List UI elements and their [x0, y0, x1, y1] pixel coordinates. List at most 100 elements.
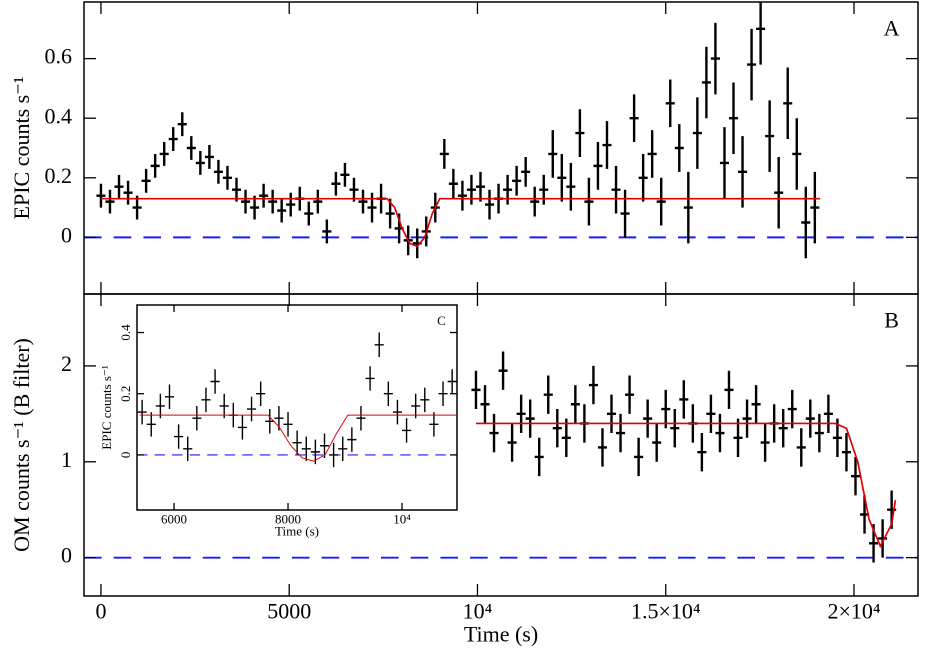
data-point: [557, 153, 567, 202]
data-point: [392, 399, 403, 425]
data-point: [319, 433, 330, 458]
data-point: [231, 177, 242, 202]
data-point: [801, 186, 811, 259]
data-point: [507, 423, 517, 462]
plot-area: [137, 332, 457, 468]
panel-label: C: [437, 313, 446, 328]
data-point: [123, 180, 133, 205]
data-point: [521, 156, 531, 187]
data-point: [322, 219, 332, 244]
data-point: [647, 130, 657, 178]
data-point: [292, 430, 302, 455]
data-point: [503, 174, 513, 205]
model-line: [139, 414, 457, 462]
data-point: [374, 332, 384, 358]
data-point: [751, 385, 761, 424]
data-point: [611, 165, 621, 214]
data-point: [210, 369, 220, 394]
data-point: [96, 183, 106, 208]
y-tick-label: 0.4: [118, 324, 133, 341]
data-point: [588, 365, 598, 405]
y-tick-label: 0.2: [118, 386, 133, 402]
data-point: [349, 177, 359, 202]
data-point: [756, 2, 766, 65]
data-point: [796, 428, 806, 467]
data-point: [137, 399, 147, 425]
data-point: [692, 97, 702, 169]
data-point: [201, 387, 211, 413]
panel-label: B: [884, 308, 899, 333]
data-point: [548, 130, 558, 178]
data-point: [259, 183, 269, 208]
data-point: [356, 405, 366, 431]
data-point: [447, 369, 457, 394]
data-point: [301, 436, 311, 462]
x-tick-label: 0: [95, 599, 106, 624]
data-point: [304, 201, 314, 226]
data-point: [204, 145, 214, 169]
data-point: [457, 180, 467, 211]
model-line: [475, 422, 897, 549]
data-point: [277, 198, 287, 223]
data-point: [155, 393, 165, 419]
data-point: [670, 409, 680, 448]
data-point: [656, 177, 666, 226]
plot-frame: [136, 304, 458, 511]
data-point: [484, 189, 495, 220]
data-point: [466, 174, 476, 205]
y-tick-label: 0.6: [45, 44, 73, 69]
data-point: [620, 189, 630, 238]
data-point: [338, 436, 348, 462]
data-point: [268, 189, 278, 214]
data-point: [841, 433, 851, 472]
data-point: [114, 174, 124, 199]
y-tick-label: 0: [118, 452, 133, 459]
data-point: [543, 375, 553, 414]
data-point: [438, 381, 448, 406]
data-point: [383, 381, 393, 406]
data-point: [448, 168, 458, 199]
data-point: [475, 171, 485, 202]
data-point: [697, 433, 707, 472]
plot-area: [84, 2, 918, 259]
data-point: [286, 192, 296, 217]
data-point: [552, 409, 562, 448]
data-point: [602, 121, 612, 169]
data-point: [634, 437, 644, 477]
y-axis-label: OM counts s⁻¹ (B filter): [9, 338, 34, 552]
data-point: [575, 109, 585, 157]
y-tick-label: 0: [61, 222, 72, 247]
data-point: [792, 118, 802, 190]
model-line: [100, 197, 821, 248]
y-tick-label: 2: [61, 351, 72, 376]
y-tick-label: 0: [61, 543, 72, 568]
data-point: [584, 177, 594, 226]
data-point: [561, 418, 571, 457]
data-point: [498, 351, 508, 390]
data-point: [566, 162, 576, 211]
data-point: [195, 150, 205, 175]
data-point: [783, 67, 793, 140]
x-tick-label: 1.5×10⁴: [631, 599, 701, 624]
data-point: [340, 162, 350, 187]
data-point: [480, 385, 490, 424]
data-point: [760, 423, 770, 462]
y-axis-label: EPIC counts s⁻¹: [99, 365, 114, 450]
x-tick-label: 10⁴: [463, 599, 493, 624]
data-point: [570, 385, 580, 424]
x-tick-label: 10⁴: [393, 511, 411, 526]
data-point: [638, 153, 648, 202]
data-point: [132, 195, 142, 220]
data-point: [489, 413, 499, 453]
inset-background: [137, 305, 457, 510]
data-point: [534, 437, 544, 477]
data-point: [250, 195, 260, 220]
data-point: [810, 171, 820, 244]
data-point: [365, 366, 375, 391]
data-point: [159, 142, 169, 166]
data-point: [701, 46, 711, 119]
data-point: [805, 399, 815, 438]
plot-area: [84, 351, 918, 563]
data-point: [715, 413, 725, 453]
data-point: [597, 428, 607, 467]
